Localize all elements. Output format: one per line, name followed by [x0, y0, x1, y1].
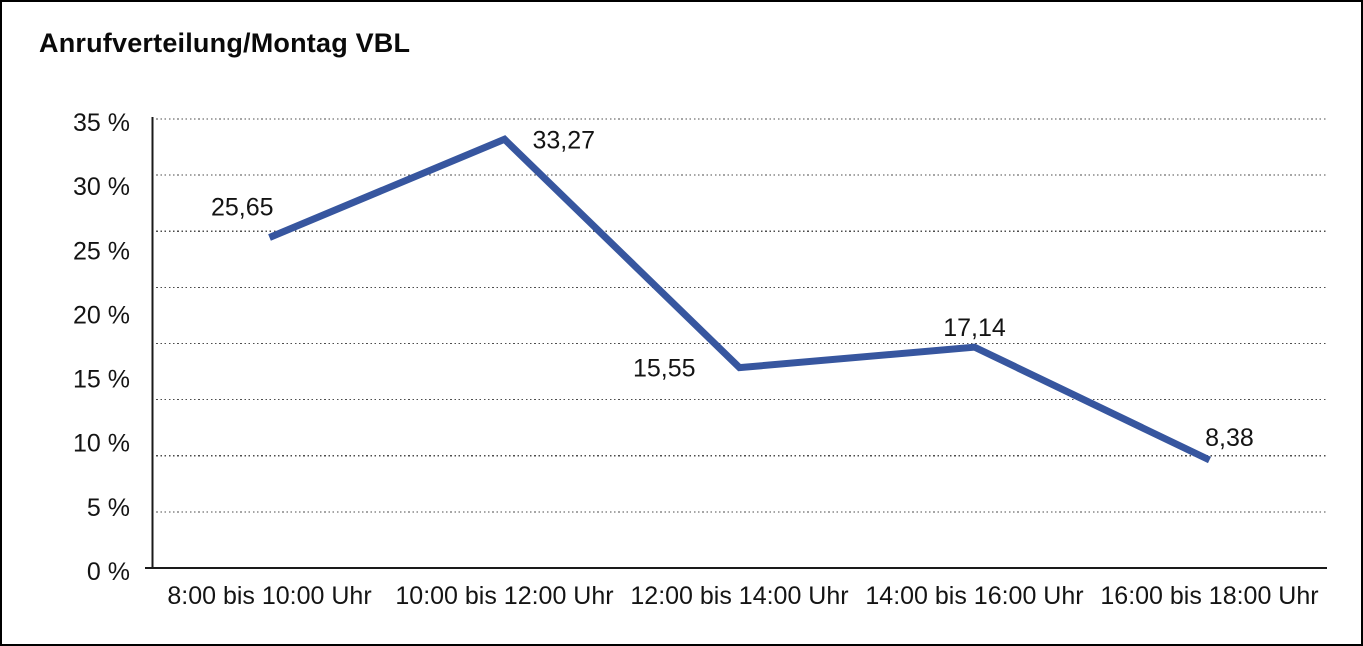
- data-point-label: 33,27: [533, 126, 596, 154]
- chart-title: Anrufverteilung/Montag VBL: [39, 28, 411, 58]
- data-line-series: [268, 135, 1212, 464]
- y-axis-tick-label: 25 %: [73, 237, 130, 265]
- y-axis-tick-label: 30 %: [73, 173, 130, 201]
- y-axis-tick-label: 0 %: [87, 558, 130, 586]
- y-axis-tick-label: 10 %: [73, 430, 130, 458]
- data-point-label: 25,65: [211, 193, 274, 221]
- y-axis-tick-label: 15 %: [73, 366, 130, 394]
- x-axis-tick-label: 14:00 bis 16:00 Uhr: [865, 582, 1083, 610]
- x-axis-tick-label: 8:00 bis 10:00 Uhr: [167, 582, 371, 610]
- x-axis-tick-label: 10:00 bis 12:00 Uhr: [395, 582, 613, 610]
- y-axis-tick-label: 20 %: [73, 301, 130, 329]
- x-axis-tick-label: 12:00 bis 14:00 Uhr: [630, 582, 848, 610]
- data-point-label: 8,38: [1205, 424, 1254, 452]
- y-axis-tick-label: 35 %: [73, 109, 130, 137]
- x-axis-tick-label: 16:00 bis 18:00 Uhr: [1100, 582, 1318, 610]
- data-point-label: 17,14: [943, 314, 1006, 342]
- data-point-label: 15,55: [633, 355, 696, 383]
- y-axis-tick-label: 5 %: [87, 494, 130, 522]
